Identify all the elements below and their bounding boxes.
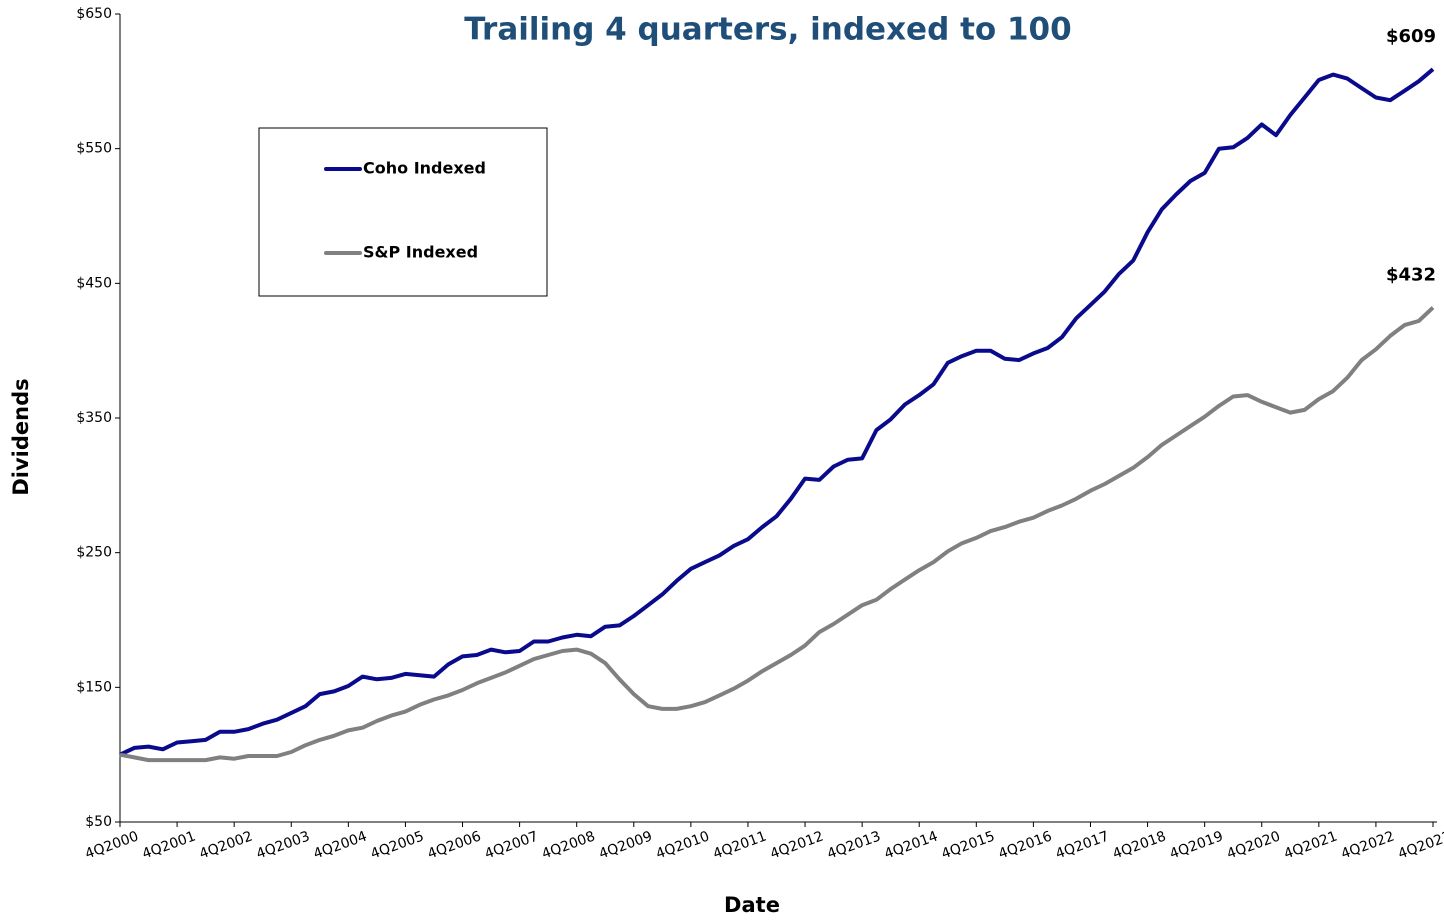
x-tick-label: 4Q2017 <box>1054 828 1112 862</box>
x-tick-label: 4Q2009 <box>597 828 655 862</box>
x-tick-label: 4Q2011 <box>711 828 769 862</box>
legend-box <box>258 127 548 297</box>
y-tick-label: $150 <box>76 679 112 695</box>
x-tick-label: 4Q2010 <box>654 828 712 862</box>
y-tick-label: $350 <box>76 410 112 426</box>
x-tick-label: 4Q2001 <box>140 828 198 862</box>
x-tick-label: 4Q2016 <box>996 828 1054 862</box>
x-tick-label: 4Q2008 <box>540 828 598 862</box>
legend-label: S&P Indexed <box>363 243 478 262</box>
x-tick-label: 4Q2023 <box>1396 828 1444 862</box>
end-value-label: $432 <box>1386 265 1436 286</box>
x-tick-label: 4Q2022 <box>1339 828 1397 862</box>
x-tick-label: 4Q2002 <box>197 828 255 862</box>
x-tick-label: 4Q2000 <box>83 828 141 862</box>
series-line <box>119 67 1435 757</box>
x-tick-label: 4Q2018 <box>1111 828 1169 862</box>
x-axis-title: Date <box>724 893 780 917</box>
x-tick-label: 4Q2012 <box>768 828 826 862</box>
x-tick-label: 4Q2021 <box>1282 828 1340 862</box>
series-line <box>119 306 1435 763</box>
y-tick-label: $550 <box>76 141 112 157</box>
y-axis-title: Dividends <box>9 378 33 495</box>
end-value-label: $609 <box>1386 26 1436 47</box>
x-tick-label: 4Q2013 <box>825 828 883 862</box>
x-tick-label: 4Q2015 <box>939 828 997 862</box>
x-tick-label: 4Q2005 <box>368 828 426 862</box>
y-tick-label: $450 <box>76 275 112 291</box>
x-tick-label: 4Q2007 <box>483 828 541 862</box>
y-tick-label: $650 <box>76 6 112 22</box>
x-tick-label: 4Q2019 <box>1168 828 1226 862</box>
chart-title: Trailing 4 quarters, indexed to 100 <box>464 12 1071 48</box>
x-tick-label: 4Q2004 <box>311 828 369 862</box>
x-tick-label: 4Q2006 <box>426 828 484 862</box>
x-tick-label: 4Q2020 <box>1225 828 1283 862</box>
y-tick-label: $250 <box>76 545 112 561</box>
y-tick-label: $50 <box>85 814 112 830</box>
legend-label: Coho Indexed <box>363 159 486 178</box>
x-tick-label: 4Q2014 <box>882 828 940 862</box>
x-tick-label: 4Q2003 <box>254 828 312 862</box>
